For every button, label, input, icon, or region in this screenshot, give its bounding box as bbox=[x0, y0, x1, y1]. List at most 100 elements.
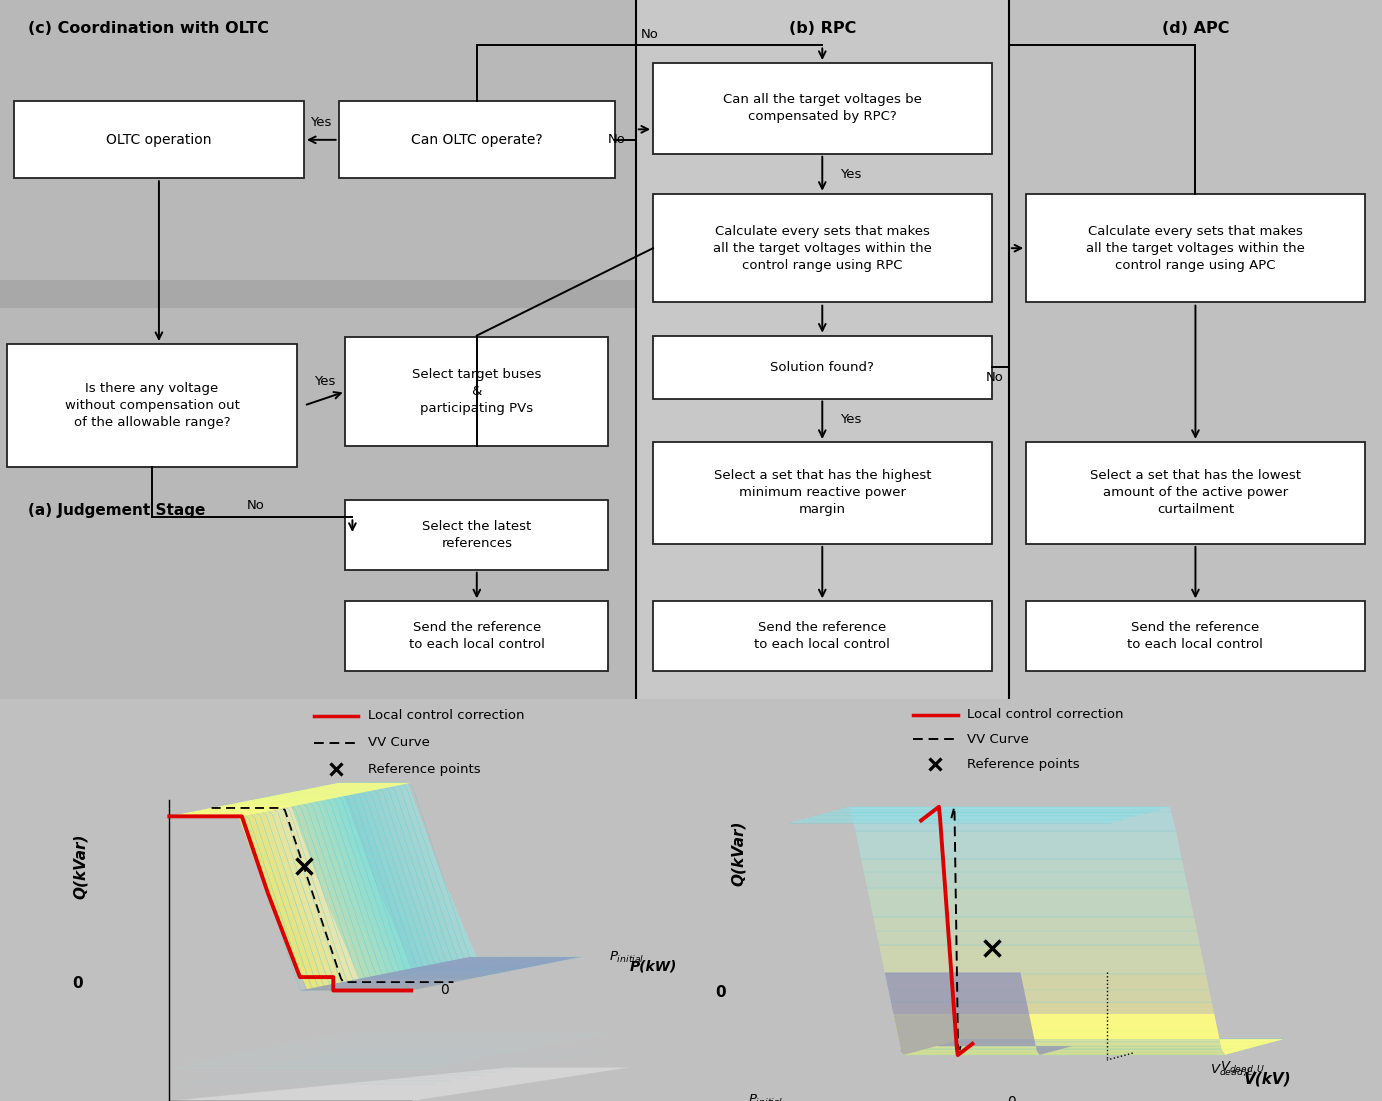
Polygon shape bbox=[330, 984, 372, 985]
Polygon shape bbox=[441, 970, 482, 971]
Polygon shape bbox=[187, 811, 227, 813]
Polygon shape bbox=[390, 885, 430, 968]
FancyBboxPatch shape bbox=[346, 500, 608, 570]
Polygon shape bbox=[325, 985, 365, 986]
FancyBboxPatch shape bbox=[14, 101, 304, 178]
Polygon shape bbox=[424, 973, 464, 974]
Polygon shape bbox=[430, 972, 470, 973]
Polygon shape bbox=[413, 881, 453, 962]
FancyBboxPatch shape bbox=[652, 443, 992, 544]
Polygon shape bbox=[379, 887, 419, 970]
Polygon shape bbox=[362, 784, 402, 785]
Polygon shape bbox=[234, 803, 274, 804]
Polygon shape bbox=[169, 783, 410, 816]
Polygon shape bbox=[292, 805, 332, 900]
Polygon shape bbox=[350, 786, 390, 787]
Polygon shape bbox=[300, 957, 580, 991]
Polygon shape bbox=[395, 884, 435, 967]
Polygon shape bbox=[825, 811, 1153, 814]
Polygon shape bbox=[482, 961, 522, 962]
Polygon shape bbox=[528, 959, 569, 960]
Polygon shape bbox=[321, 792, 361, 793]
Polygon shape bbox=[464, 966, 504, 967]
Text: Select a set that has the lowest
amount of the active power
curtailment: Select a set that has the lowest amount … bbox=[1090, 469, 1300, 516]
Polygon shape bbox=[256, 811, 296, 906]
Polygon shape bbox=[423, 980, 464, 981]
Polygon shape bbox=[399, 984, 441, 985]
Polygon shape bbox=[807, 816, 1135, 818]
Polygon shape bbox=[234, 809, 274, 810]
Polygon shape bbox=[321, 785, 362, 786]
Polygon shape bbox=[376, 990, 417, 991]
Polygon shape bbox=[437, 876, 477, 958]
Polygon shape bbox=[261, 810, 303, 905]
Polygon shape bbox=[944, 1043, 1271, 1044]
Polygon shape bbox=[319, 986, 359, 989]
Polygon shape bbox=[308, 802, 348, 896]
Polygon shape bbox=[388, 986, 428, 989]
FancyBboxPatch shape bbox=[1025, 194, 1364, 303]
Text: Yes: Yes bbox=[314, 375, 336, 388]
Polygon shape bbox=[210, 814, 250, 815]
Bar bbox=[636, 0, 1009, 699]
Polygon shape bbox=[470, 971, 510, 972]
Polygon shape bbox=[430, 966, 470, 967]
Text: Is there any voltage
without compensation out
of the allowable range?: Is there any voltage without compensatio… bbox=[65, 382, 239, 429]
Polygon shape bbox=[343, 895, 383, 977]
Polygon shape bbox=[406, 970, 448, 971]
Text: (d) APC: (d) APC bbox=[1162, 21, 1229, 36]
Polygon shape bbox=[453, 960, 493, 961]
Polygon shape bbox=[228, 804, 268, 805]
Polygon shape bbox=[372, 977, 412, 978]
Polygon shape bbox=[814, 815, 1140, 816]
Polygon shape bbox=[435, 971, 475, 972]
Polygon shape bbox=[412, 982, 452, 983]
Text: (b) RPC: (b) RPC bbox=[789, 21, 855, 36]
Polygon shape bbox=[223, 805, 263, 806]
Text: $V_{dead,L}$: $V_{dead,L}$ bbox=[220, 1100, 264, 1101]
Polygon shape bbox=[377, 975, 417, 977]
Polygon shape bbox=[452, 974, 493, 975]
Polygon shape bbox=[292, 798, 332, 799]
Polygon shape bbox=[355, 785, 397, 786]
Text: $V_{dead,L}$: $V_{dead,L}$ bbox=[1209, 1062, 1253, 1079]
Polygon shape bbox=[326, 798, 366, 892]
Text: No: No bbox=[608, 133, 626, 146]
Polygon shape bbox=[366, 890, 406, 972]
Polygon shape bbox=[464, 972, 504, 973]
Polygon shape bbox=[348, 981, 388, 982]
Polygon shape bbox=[332, 797, 372, 891]
Polygon shape bbox=[441, 977, 481, 978]
FancyBboxPatch shape bbox=[1025, 601, 1364, 672]
Polygon shape bbox=[303, 796, 344, 797]
Polygon shape bbox=[245, 807, 285, 808]
Polygon shape bbox=[332, 897, 372, 979]
Text: P(kW): P(kW) bbox=[629, 959, 677, 973]
Polygon shape bbox=[344, 795, 384, 889]
Polygon shape bbox=[257, 805, 297, 806]
Bar bbox=[0, 0, 636, 699]
Polygon shape bbox=[373, 788, 413, 883]
Polygon shape bbox=[796, 819, 1122, 821]
FancyBboxPatch shape bbox=[339, 101, 615, 178]
Polygon shape bbox=[343, 982, 383, 983]
Polygon shape bbox=[832, 810, 1158, 811]
Polygon shape bbox=[348, 894, 390, 975]
Text: Can all the target voltages be
compensated by RPC?: Can all the target voltages be compensat… bbox=[723, 94, 922, 123]
Polygon shape bbox=[314, 901, 354, 982]
Polygon shape bbox=[388, 980, 430, 981]
Polygon shape bbox=[368, 783, 408, 784]
Polygon shape bbox=[308, 902, 348, 983]
Polygon shape bbox=[488, 960, 528, 961]
Text: Local control correction: Local control correction bbox=[368, 709, 524, 722]
Text: No: No bbox=[247, 499, 264, 512]
Polygon shape bbox=[511, 962, 551, 964]
Polygon shape bbox=[268, 809, 308, 904]
Text: Select target buses
&
participating PVs: Select target buses & participating PVs bbox=[412, 368, 542, 415]
FancyBboxPatch shape bbox=[652, 63, 992, 154]
Polygon shape bbox=[446, 975, 486, 977]
Polygon shape bbox=[379, 787, 419, 882]
Polygon shape bbox=[310, 787, 350, 788]
Text: 0: 0 bbox=[439, 983, 449, 998]
Polygon shape bbox=[431, 877, 471, 959]
